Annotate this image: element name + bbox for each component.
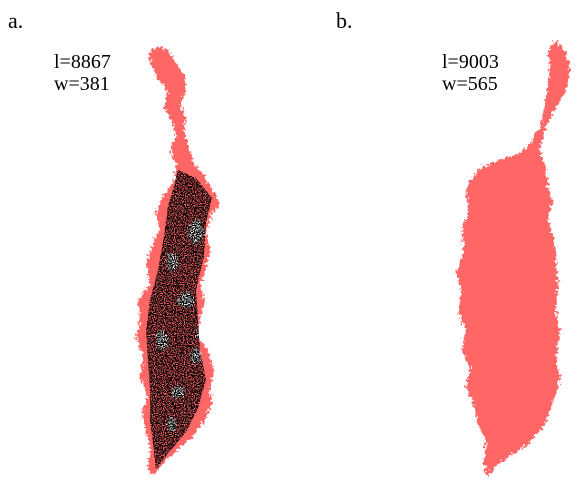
cluster-b [456,40,570,478]
panel-b-length-stat: l=9003 [442,51,499,73]
panel-a-length-stat: l=8867 [54,51,111,73]
cluster-a-backbone [146,170,212,470]
panel-label-b: b. [336,8,353,33]
panel-b-width-stat: w=565 [442,73,498,95]
panel-a-width-stat: w=381 [54,73,110,95]
panel-label-a: a. [8,8,24,33]
